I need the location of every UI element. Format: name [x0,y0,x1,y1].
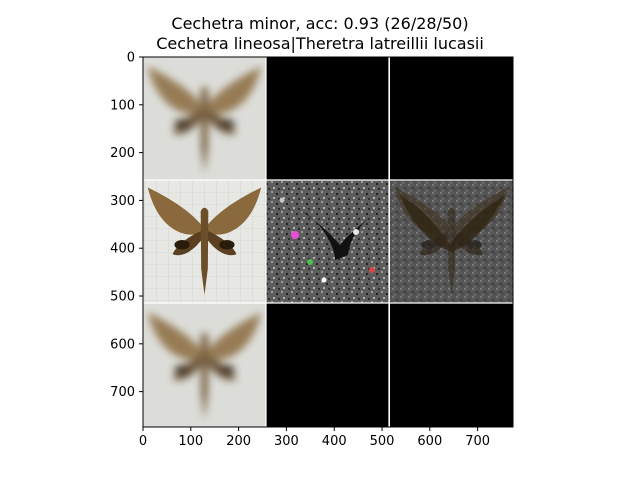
x-tick-label: 100 [178,434,203,449]
y-tick-label: 700 [110,385,135,400]
tile-r2-c0 [143,303,266,427]
y-tick-label: 100 [110,98,135,113]
tile-grid [143,57,513,427]
y-tick-label: 300 [110,194,135,209]
tile-r0-c0 [143,57,266,180]
plot-frame [142,56,514,428]
y-axis: 0 100 200 300 400 500 600 700 [110,51,143,400]
tile-r2-c1 [266,303,389,427]
figure-title-line-2: Cechetra lineosa|Theretra latreillii luc… [156,34,484,53]
tile-r2-c2 [390,303,513,427]
x-tick-label: 600 [417,434,442,449]
x-tick-label: 300 [274,434,299,449]
y-tick-label: 500 [110,290,135,305]
tile-r1-c1 [266,180,389,303]
x-tick-label: 400 [322,434,347,449]
y-tick-label: 0 [127,51,135,66]
tile-r0-c1 [266,57,389,180]
y-tick-label: 400 [110,242,135,257]
y-tick-label: 200 [110,146,135,161]
x-tick-label: 700 [465,434,490,449]
x-tick-label: 200 [226,434,251,449]
tile-r0-c2 [390,57,513,180]
figure-title-line-1: Cechetra minor, acc: 0.93 (26/28/50) [171,14,469,33]
x-tick-label: 0 [139,434,147,449]
x-axis: 0 100 200 300 400 500 600 700 [139,427,490,449]
tile-r1-c2 [390,180,513,303]
x-tick-label: 500 [370,434,395,449]
y-tick-label: 600 [110,337,135,352]
tile-r1-c0 [143,180,266,303]
